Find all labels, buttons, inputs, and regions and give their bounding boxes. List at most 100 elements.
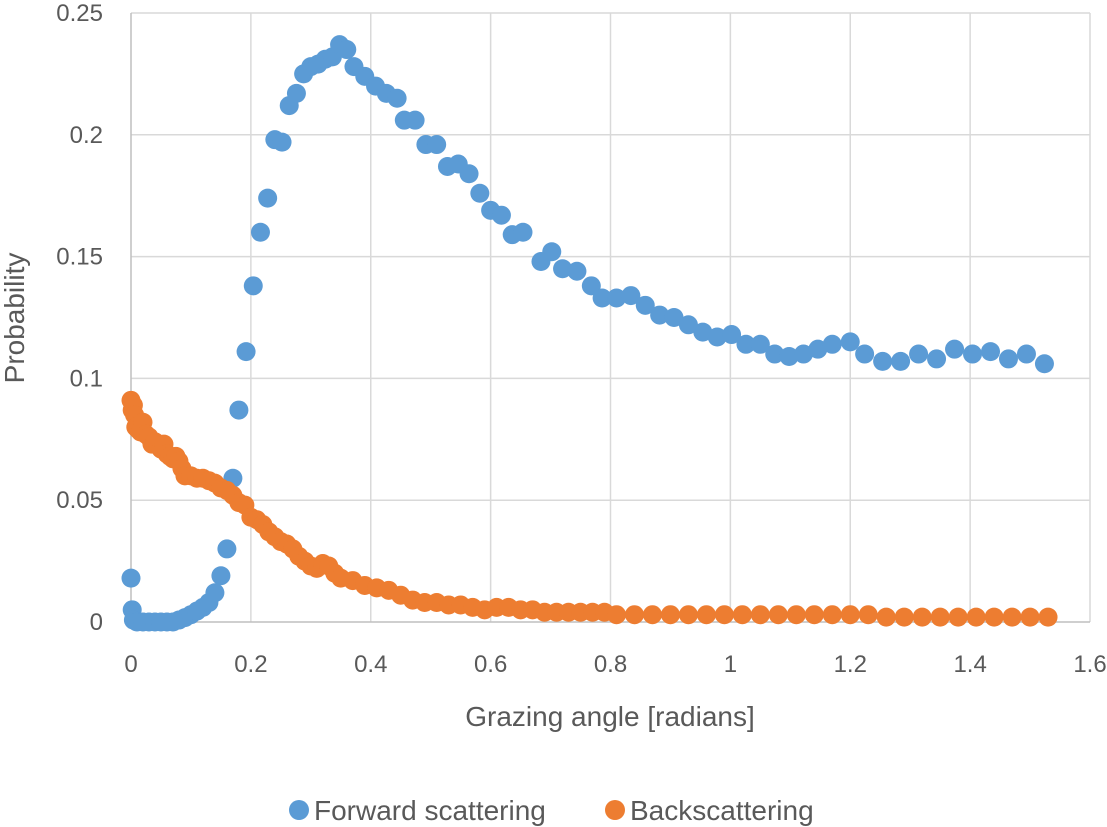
x-tick-label: 1.6 (1073, 651, 1106, 678)
y-tick-label: 0.15 (56, 244, 103, 271)
y-axis-title: Probability (0, 253, 30, 384)
data-point-forward-scattering (286, 83, 306, 103)
data-point-forward-scattering (621, 286, 641, 306)
data-point-forward-scattering (750, 334, 770, 354)
x-tick-label: 0 (124, 651, 137, 678)
data-point-forward-scattering (258, 188, 278, 208)
x-axis-title: Grazing angle [radians] (465, 701, 755, 732)
data-point-backscattering (912, 607, 932, 627)
data-series (121, 35, 1058, 632)
series-forward-scattering (121, 35, 1054, 632)
data-point-forward-scattering (427, 135, 447, 155)
data-point-forward-scattering (513, 222, 533, 242)
data-point-forward-scattering (873, 351, 893, 371)
data-point-backscattering (786, 605, 806, 625)
y-tick-label: 0.05 (56, 487, 103, 514)
data-point-backscattering (966, 607, 986, 627)
data-point-forward-scattering (581, 276, 601, 296)
data-point-forward-scattering (693, 322, 713, 342)
data-point-forward-scattering (387, 88, 407, 108)
data-point-forward-scattering (891, 351, 911, 371)
data-point-backscattering (804, 605, 824, 625)
x-tick-label: 1.4 (953, 651, 986, 678)
data-point-backscattering (984, 607, 1004, 627)
data-point-backscattering (822, 605, 842, 625)
data-point-backscattering (1020, 607, 1040, 627)
data-point-forward-scattering (664, 308, 684, 327)
data-point-backscattering (642, 605, 662, 625)
data-point-forward-scattering (205, 583, 225, 603)
data-point-backscattering (660, 605, 680, 625)
data-point-forward-scattering (945, 339, 965, 359)
data-point-forward-scattering (337, 40, 357, 60)
data-point-forward-scattering (236, 342, 256, 362)
data-point-forward-scattering (707, 327, 727, 347)
data-point-backscattering (1038, 607, 1058, 627)
data-point-forward-scattering (470, 183, 490, 203)
data-point-backscattering (732, 605, 752, 625)
data-point-forward-scattering (491, 205, 511, 225)
data-point-forward-scattering (793, 344, 813, 364)
data-point-backscattering (768, 605, 788, 625)
data-point-forward-scattering (121, 568, 141, 588)
data-point-forward-scattering (998, 349, 1018, 369)
series-backscattering (121, 390, 1058, 627)
data-point-forward-scattering (840, 332, 860, 352)
data-point-forward-scattering (855, 344, 875, 364)
data-point-forward-scattering (592, 288, 612, 308)
data-point-forward-scattering (553, 259, 573, 279)
data-point-backscattering (624, 605, 644, 625)
data-point-backscattering (948, 607, 968, 627)
data-point-backscattering (1002, 607, 1022, 627)
x-tick-labels: 0 0.2 0.4 0.6 0.8 1 1.2 1.4 1.6 (124, 651, 1106, 678)
data-point-forward-scattering (765, 344, 785, 364)
data-point-forward-scattering (459, 164, 479, 184)
data-point-backscattering (876, 607, 896, 627)
data-point-backscattering (696, 605, 716, 625)
y-tick-label: 0.2 (70, 122, 103, 149)
data-point-forward-scattering (250, 222, 270, 242)
y-tick-label: 0 (90, 609, 103, 636)
data-point-forward-scattering (217, 539, 237, 559)
data-point-forward-scattering (808, 339, 828, 359)
x-tick-label: 1 (724, 651, 737, 678)
data-point-forward-scattering (272, 132, 292, 152)
x-tick-label: 0.4 (354, 651, 387, 678)
data-point-forward-scattering (405, 110, 425, 130)
data-point-forward-scattering (243, 276, 263, 296)
data-point-forward-scattering (229, 400, 249, 420)
data-point-forward-scattering (678, 315, 698, 335)
data-point-backscattering (858, 605, 878, 625)
legend-label-backscattering: Backscattering (630, 795, 814, 826)
data-point-forward-scattering (736, 334, 756, 354)
x-tick-label: 0.6 (474, 651, 507, 678)
data-point-forward-scattering (909, 344, 929, 364)
data-point-forward-scattering (822, 334, 842, 354)
y-tick-label: 0.1 (70, 365, 103, 392)
data-point-backscattering (894, 607, 914, 627)
data-point-forward-scattering (981, 342, 1001, 362)
y-tick-label: 0.25 (56, 0, 103, 27)
data-point-forward-scattering (779, 346, 799, 366)
gridlines (131, 12, 1091, 622)
data-point-backscattering (678, 605, 698, 625)
legend-marker-backscattering (605, 800, 625, 820)
legend-marker-forward-scattering (289, 800, 309, 820)
data-point-forward-scattering (606, 288, 626, 308)
legend: Forward scattering Backscattering (289, 795, 814, 826)
data-point-backscattering (930, 607, 950, 627)
data-point-forward-scattering (722, 325, 742, 345)
data-point-backscattering (840, 605, 860, 625)
data-point-forward-scattering (963, 344, 983, 364)
x-tick-label: 1.2 (834, 651, 867, 678)
data-point-backscattering (606, 605, 626, 625)
data-point-forward-scattering (927, 349, 947, 369)
data-point-forward-scattering (635, 295, 655, 315)
data-point-backscattering (750, 605, 770, 625)
x-tick-label: 0.2 (234, 651, 267, 678)
data-point-forward-scattering (1016, 344, 1036, 364)
data-point-forward-scattering (567, 261, 587, 281)
data-point-forward-scattering (650, 305, 670, 325)
data-point-backscattering (714, 605, 734, 625)
